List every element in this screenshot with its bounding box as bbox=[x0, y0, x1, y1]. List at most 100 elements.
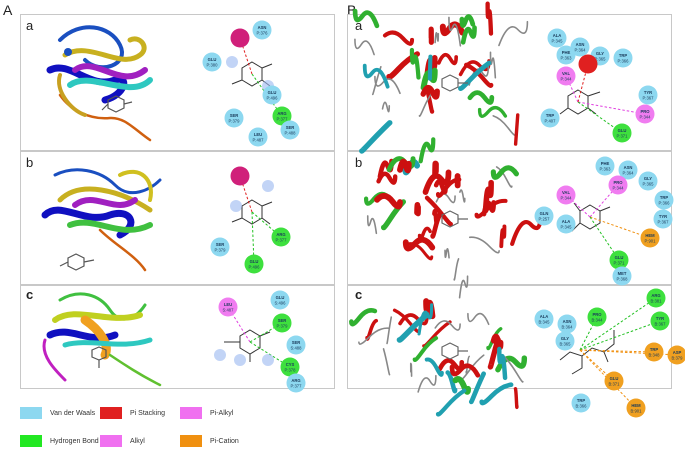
residue-label: P:364 bbox=[623, 171, 635, 176]
legend-swatch bbox=[100, 435, 122, 447]
ribbon-segment bbox=[412, 336, 439, 363]
residue-circle bbox=[280, 120, 300, 140]
residue-label: P:379 bbox=[215, 248, 227, 253]
residue-label: ALA bbox=[553, 33, 562, 38]
residue-label: P:365 bbox=[595, 57, 607, 62]
residue-label: TYR bbox=[656, 316, 664, 321]
protein-ribbon-ab bbox=[41, 168, 162, 272]
residue-circle bbox=[272, 313, 292, 333]
residue-label: ARG bbox=[291, 378, 300, 383]
ribbon-segment bbox=[354, 38, 375, 56]
residue-label: ALA bbox=[540, 314, 549, 319]
residue-circle bbox=[587, 307, 607, 327]
ribbon-segment bbox=[490, 333, 504, 351]
residue-label: VAL bbox=[562, 190, 571, 195]
ribbon-segment bbox=[489, 51, 497, 79]
residue-circle bbox=[556, 45, 576, 65]
ribbon-segment bbox=[397, 158, 412, 174]
residue-circle bbox=[286, 373, 306, 393]
ribbon-segment bbox=[468, 371, 486, 405]
residue-label: P:344 bbox=[561, 77, 573, 82]
ribbon-segment bbox=[459, 189, 466, 203]
legend-item-pistack: Pi Stacking bbox=[100, 406, 165, 420]
residue-label: GLU bbox=[250, 259, 259, 264]
residue-circle bbox=[638, 171, 658, 191]
residue-circle bbox=[626, 398, 646, 418]
residue-label: VAL bbox=[562, 71, 571, 76]
residue-label: P:345 bbox=[552, 39, 564, 44]
ribbon-segment bbox=[482, 179, 494, 214]
residue-circle bbox=[218, 297, 238, 317]
ribbon-segment bbox=[362, 63, 390, 89]
residue-label: SER bbox=[292, 340, 301, 345]
ribbon-segment bbox=[459, 14, 476, 28]
ribbon-segment bbox=[481, 200, 497, 217]
residue-circle bbox=[534, 206, 554, 226]
residue-label: B:364 bbox=[562, 325, 574, 330]
interaction-line bbox=[579, 297, 657, 351]
legend-item-hbond: Hydrogen Bond bbox=[20, 434, 99, 448]
legend-label: Pi-Cation bbox=[210, 437, 239, 445]
residue-label: GLY bbox=[644, 176, 652, 181]
residue-label: B:348 bbox=[649, 353, 661, 358]
residue-circle bbox=[571, 393, 591, 413]
ribbon-segment bbox=[477, 105, 508, 118]
ribbon-segment bbox=[349, 308, 378, 327]
ribbon-segment bbox=[352, 8, 380, 29]
ribbon-segment bbox=[453, 258, 460, 281]
residue-label: PRO bbox=[640, 109, 650, 114]
residue-label: P:363 bbox=[561, 56, 573, 61]
ribbon-segment bbox=[414, 202, 421, 217]
residue-circle bbox=[271, 227, 291, 247]
residue-label: P:364 bbox=[575, 48, 587, 53]
ribbon-segment bbox=[409, 47, 421, 80]
ligand-sticks-ab bbox=[59, 253, 95, 271]
residue-circle bbox=[272, 106, 292, 126]
residue-label: B:367 bbox=[655, 322, 667, 327]
ribbon-segment bbox=[458, 275, 469, 299]
residue-circle bbox=[612, 266, 632, 286]
residue-circle bbox=[280, 357, 300, 377]
residue-label: P:257 bbox=[539, 217, 551, 222]
legend-item-alkyl: Alkyl bbox=[100, 434, 145, 448]
residue-circle bbox=[654, 190, 674, 210]
residue-label: P:344 bbox=[640, 115, 652, 120]
residue-label: TRP bbox=[577, 398, 586, 403]
protein-ribbon-bc bbox=[349, 275, 528, 417]
residue-label: B:901 bbox=[631, 409, 643, 414]
residue-label: P:377 bbox=[276, 238, 288, 243]
residue-circle bbox=[618, 160, 638, 180]
ribbon-segment bbox=[490, 165, 519, 180]
protein-ribbon-ba bbox=[352, 1, 529, 154]
residue-label: ASN bbox=[576, 42, 585, 47]
residue-circle bbox=[646, 288, 666, 308]
interaction-line bbox=[227, 306, 251, 343]
ribbon-segment bbox=[366, 215, 378, 235]
legend-swatch bbox=[20, 407, 42, 419]
panel-label-b: B bbox=[347, 2, 357, 18]
residue-label: P:365 bbox=[643, 182, 655, 187]
ribbon-segment bbox=[427, 54, 433, 81]
sub-label-bc: c bbox=[355, 287, 363, 302]
sub-label-ac: c bbox=[26, 287, 34, 302]
residue-label: TYR bbox=[659, 214, 667, 219]
residue-label: GLU bbox=[268, 90, 277, 95]
interaction-line bbox=[579, 320, 661, 351]
ribbon-segment bbox=[485, 1, 494, 36]
residue-circle bbox=[224, 108, 244, 128]
ribbon-segment bbox=[449, 363, 481, 378]
